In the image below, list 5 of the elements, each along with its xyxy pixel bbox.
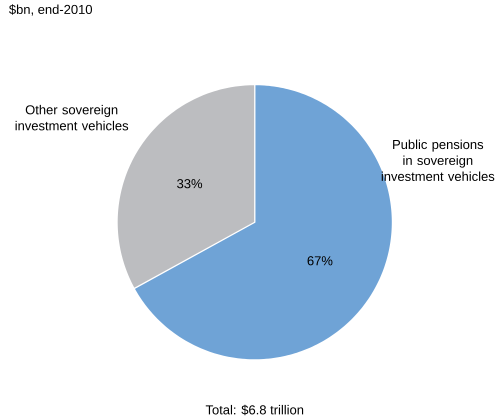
chart-title: $bn, end-2010 [9, 4, 92, 16]
text: Total: $6.8 trillion [206, 404, 304, 416]
data-label: 33% [177, 179, 202, 189]
slice-label: Other sovereign investment vehicles [16, 105, 128, 131]
data-label: 67% [308, 256, 332, 266]
